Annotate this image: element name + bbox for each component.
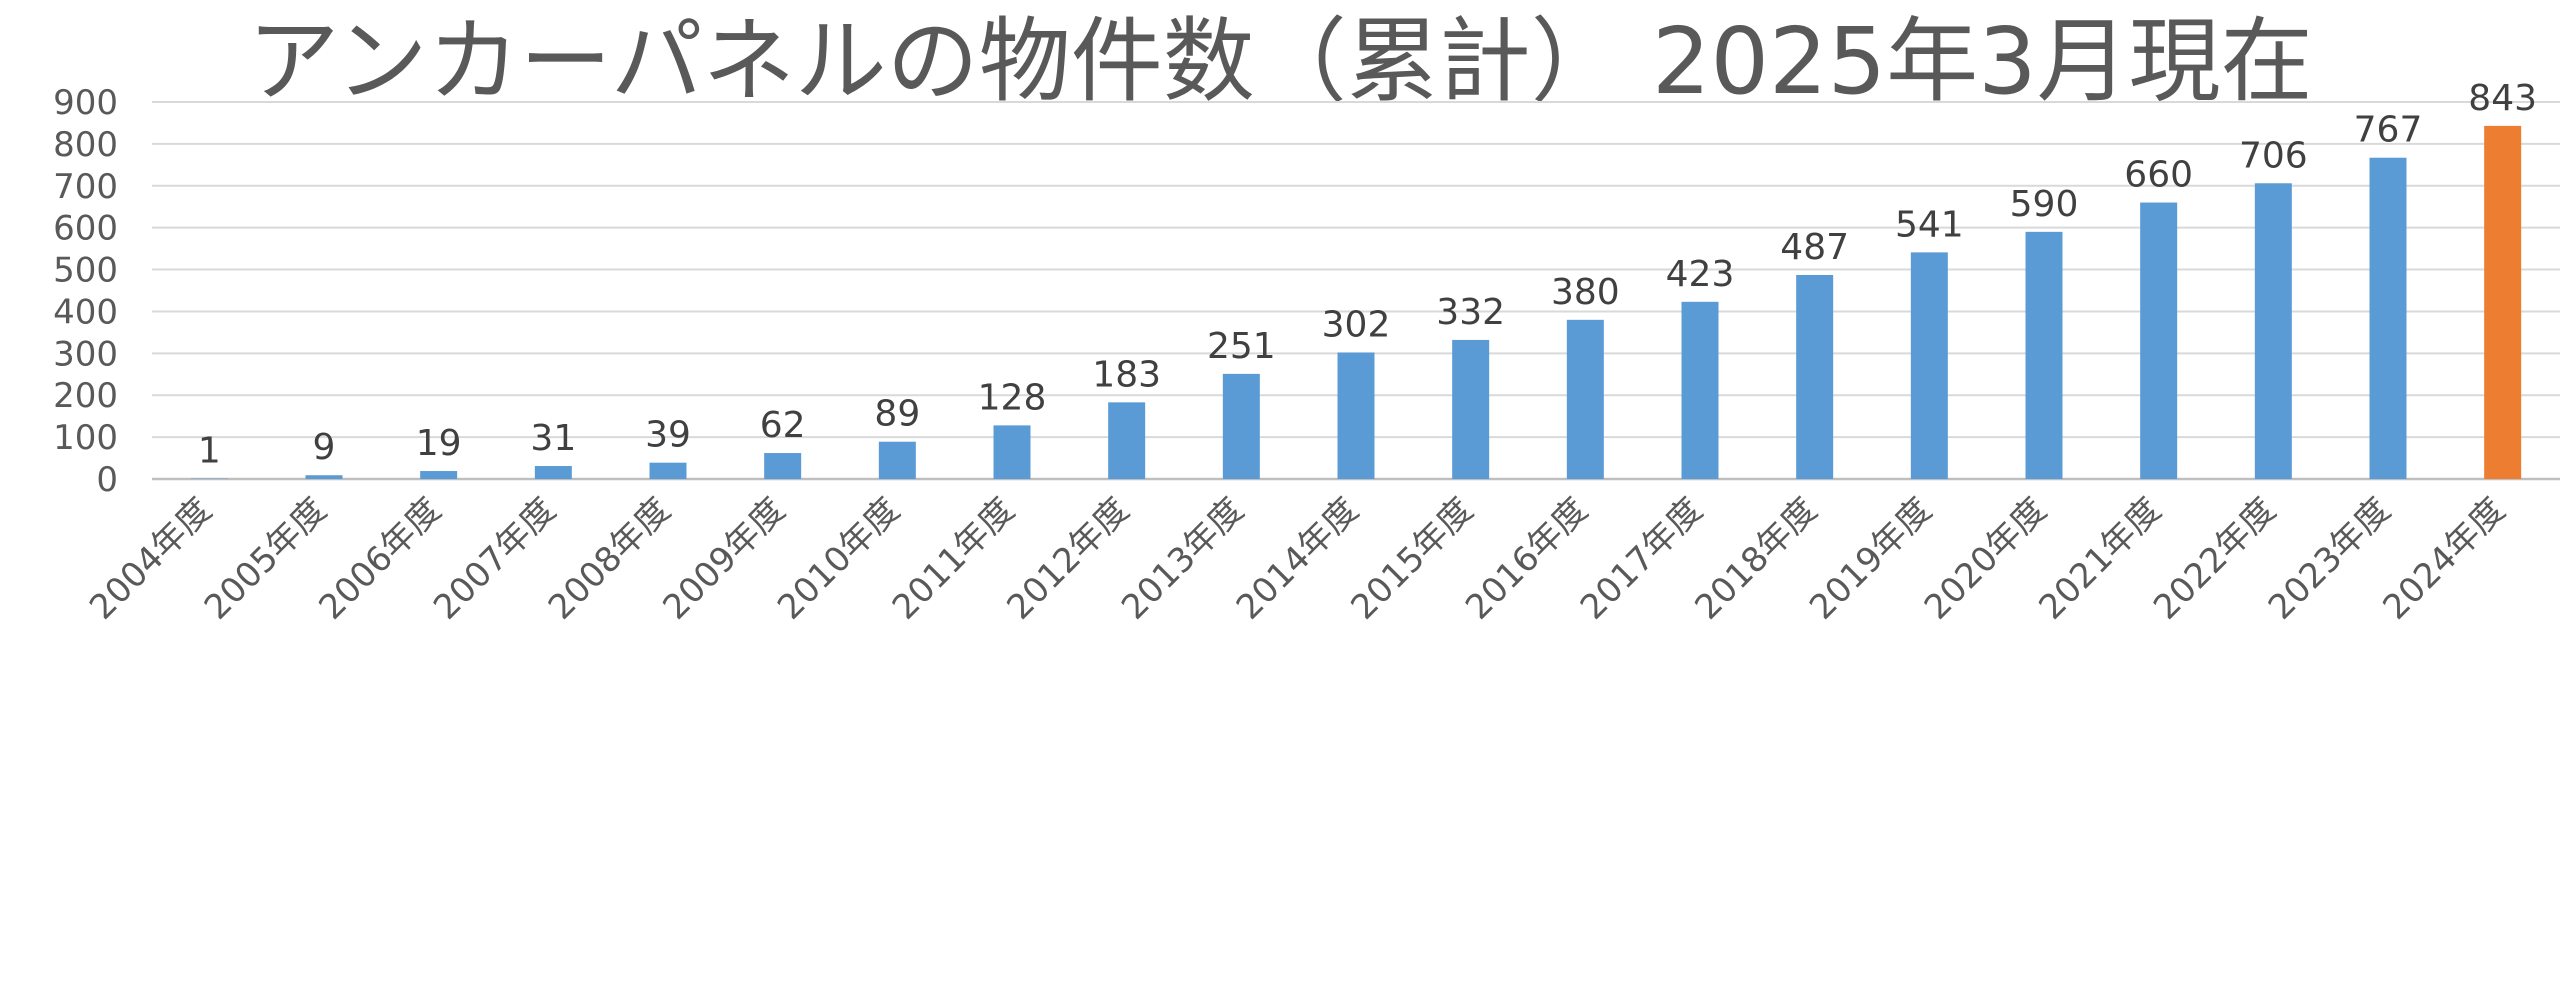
data-label: 128 — [978, 377, 1047, 418]
bar — [649, 462, 687, 479]
data-label: 487 — [1780, 227, 1849, 268]
bar — [878, 441, 916, 479]
x-tick-label: 2011年度 — [885, 490, 1023, 628]
x-tick-label: 2008年度 — [541, 490, 679, 628]
x-tick-label: 2015年度 — [1343, 490, 1481, 628]
bar — [764, 453, 802, 479]
y-tick-label: 300 — [53, 334, 118, 374]
data-label: 62 — [760, 405, 806, 446]
data-label: 423 — [1666, 254, 1735, 295]
y-tick-label: 200 — [53, 376, 118, 416]
x-axis-tick-labels: 2004年度2005年度2006年度2007年度2008年度2009年度2010… — [82, 490, 2513, 628]
data-label: 9 — [313, 427, 336, 468]
data-label: 843 — [2468, 78, 2537, 119]
x-tick-label: 2004年度 — [82, 490, 220, 628]
x-tick-label: 2017年度 — [1573, 490, 1711, 628]
bar — [1452, 339, 1490, 479]
bar — [1108, 402, 1146, 479]
y-tick-label: 400 — [53, 292, 118, 332]
x-tick-label: 2022年度 — [2146, 490, 2284, 628]
bar — [2254, 183, 2292, 479]
bar — [2140, 202, 2178, 480]
data-label: 19 — [416, 423, 462, 464]
bar — [534, 466, 572, 479]
x-tick-label: 2007年度 — [426, 490, 564, 628]
y-tick-label: 0 — [96, 460, 118, 500]
x-tick-label: 2020年度 — [1917, 490, 2055, 628]
data-label: 590 — [2010, 184, 2079, 225]
bar — [2369, 157, 2407, 479]
y-tick-label: 700 — [53, 167, 118, 207]
chart-title: アンカーパネルの物件数（累計） 2025年3月現在 — [247, 8, 2313, 115]
x-tick-label: 2010年度 — [770, 490, 908, 628]
data-label: 541 — [1895, 204, 1964, 245]
data-label: 302 — [1322, 304, 1391, 345]
y-tick-label: 600 — [53, 209, 118, 249]
data-label: 380 — [1551, 272, 1620, 313]
data-label: 660 — [2124, 155, 2193, 196]
bar — [1681, 301, 1719, 479]
x-tick-label: 2019年度 — [1802, 490, 1940, 628]
data-label: 39 — [645, 415, 691, 456]
data-label: 183 — [1092, 354, 1161, 395]
data-label: 31 — [530, 418, 576, 459]
bar — [993, 425, 1031, 479]
x-tick-label: 2006年度 — [311, 490, 449, 628]
bar — [2484, 125, 2522, 480]
bar — [1796, 275, 1834, 479]
x-tick-label: 2018年度 — [1687, 490, 1825, 628]
x-tick-label: 2009年度 — [655, 490, 793, 628]
x-tick-label: 2016年度 — [1458, 490, 1596, 628]
bar — [1566, 319, 1604, 479]
bar — [2025, 231, 2063, 479]
x-tick-label: 2012年度 — [999, 490, 1137, 628]
x-tick-label: 2005年度 — [197, 490, 335, 628]
y-tick-label: 900 — [53, 83, 118, 123]
x-tick-label: 2023年度 — [2261, 490, 2399, 628]
data-label: 332 — [1436, 292, 1505, 333]
data-label: 251 — [1207, 326, 1276, 367]
data-label: 767 — [2354, 110, 2423, 151]
bar — [305, 475, 343, 479]
x-tick-label: 2021年度 — [2031, 490, 2169, 628]
data-label: 1 — [198, 431, 221, 472]
y-tick-label: 800 — [53, 125, 118, 165]
data-label: 89 — [874, 394, 920, 435]
data-label: 706 — [2239, 135, 2308, 176]
bars — [190, 125, 2522, 480]
x-tick-label: 2014年度 — [1229, 490, 1367, 628]
bar — [1337, 352, 1375, 479]
bar — [1910, 252, 1948, 479]
y-tick-label: 100 — [53, 418, 118, 458]
y-tick-label: 500 — [53, 251, 118, 291]
bar — [420, 471, 458, 479]
x-tick-label: 2013年度 — [1114, 490, 1252, 628]
bar — [1222, 373, 1260, 479]
x-tick-label: 2024年度 — [2375, 490, 2513, 628]
